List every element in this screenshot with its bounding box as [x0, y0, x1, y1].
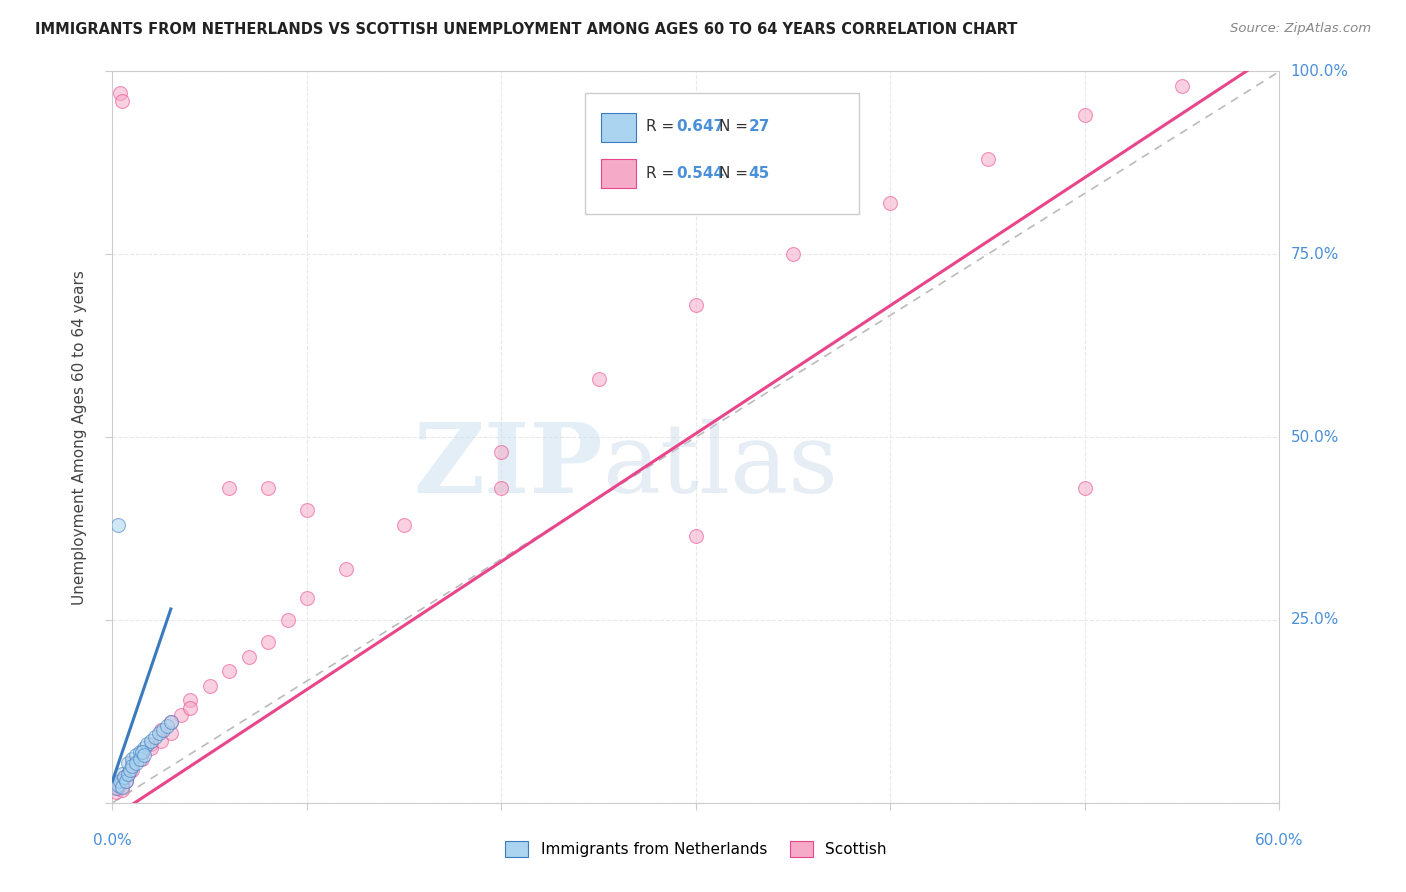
Point	[160, 726, 183, 740]
Point	[121, 759, 143, 773]
Point	[295, 591, 318, 605]
Point	[107, 517, 129, 532]
Point	[110, 773, 132, 788]
Point	[107, 778, 129, 792]
FancyBboxPatch shape	[602, 113, 637, 143]
Point	[115, 773, 138, 788]
Point	[335, 562, 357, 576]
Point	[112, 770, 135, 784]
Point	[150, 723, 173, 737]
Point	[131, 745, 153, 759]
Point	[141, 737, 163, 751]
Point	[111, 766, 134, 780]
Point	[238, 649, 260, 664]
Point	[121, 752, 143, 766]
Point	[118, 763, 141, 777]
Point	[111, 94, 134, 108]
Text: 45: 45	[748, 166, 769, 180]
Point	[125, 756, 148, 770]
Point	[115, 773, 138, 788]
Point	[111, 782, 134, 797]
Point	[105, 785, 128, 799]
Point	[257, 635, 280, 649]
Text: 100.0%: 100.0%	[1291, 64, 1348, 78]
Point	[276, 613, 298, 627]
Point	[111, 773, 134, 788]
Point	[132, 748, 155, 763]
Legend: Immigrants from Netherlands, Scottish: Immigrants from Netherlands, Scottish	[505, 841, 887, 857]
Point	[152, 723, 174, 737]
Text: R =: R =	[645, 166, 679, 180]
Point	[141, 733, 163, 747]
Point	[179, 693, 201, 707]
Text: Source: ZipAtlas.com: Source: ZipAtlas.com	[1230, 22, 1371, 36]
Point	[169, 708, 191, 723]
Point	[198, 679, 221, 693]
Text: R =: R =	[645, 120, 679, 135]
Point	[117, 766, 139, 780]
Text: N =: N =	[720, 120, 754, 135]
Point	[879, 196, 901, 211]
Point	[1171, 78, 1194, 93]
Point	[160, 715, 183, 730]
Point	[218, 664, 240, 678]
Text: IMMIGRANTS FROM NETHERLANDS VS SCOTTISH UNEMPLOYMENT AMONG AGES 60 TO 64 YEARS C: IMMIGRANTS FROM NETHERLANDS VS SCOTTISH …	[35, 22, 1018, 37]
Point	[107, 781, 129, 796]
Y-axis label: Unemployment Among Ages 60 to 64 years: Unemployment Among Ages 60 to 64 years	[72, 269, 87, 605]
Point	[131, 752, 153, 766]
FancyBboxPatch shape	[585, 94, 859, 214]
Point	[257, 481, 280, 495]
Point	[160, 715, 183, 730]
Point	[179, 700, 201, 714]
Point	[782, 247, 804, 261]
Text: atlas: atlas	[603, 419, 838, 513]
Text: 60.0%: 60.0%	[1256, 833, 1303, 848]
Text: N =: N =	[720, 166, 754, 180]
Point	[685, 298, 707, 312]
Text: 0.647: 0.647	[676, 120, 724, 135]
Point	[117, 756, 139, 770]
Point	[218, 481, 240, 495]
Point	[491, 444, 513, 458]
Point	[491, 481, 513, 495]
Point	[105, 781, 128, 796]
Text: 0.544: 0.544	[676, 166, 724, 180]
Point	[125, 748, 148, 763]
Text: ZIP: ZIP	[413, 419, 603, 513]
Point	[131, 745, 153, 759]
Point	[136, 737, 159, 751]
Point	[111, 780, 134, 794]
Point	[148, 726, 170, 740]
Point	[150, 733, 173, 747]
Point	[295, 503, 318, 517]
Text: 50.0%: 50.0%	[1291, 430, 1339, 444]
Point	[121, 763, 143, 777]
Point	[685, 529, 707, 543]
Text: 75.0%: 75.0%	[1291, 247, 1339, 261]
Point	[394, 517, 416, 532]
Text: 27: 27	[748, 120, 770, 135]
Point	[121, 756, 143, 770]
Point	[1074, 108, 1097, 122]
Point	[110, 87, 132, 101]
Point	[1074, 481, 1097, 495]
Point	[156, 719, 179, 733]
Point	[132, 740, 155, 755]
Point	[128, 745, 150, 759]
Point	[128, 752, 150, 766]
Point	[143, 730, 166, 744]
Text: 0.0%: 0.0%	[93, 833, 132, 848]
Point	[976, 152, 998, 166]
Text: 25.0%: 25.0%	[1291, 613, 1339, 627]
Point	[588, 371, 610, 385]
Point	[110, 778, 132, 792]
FancyBboxPatch shape	[602, 159, 637, 188]
Point	[112, 770, 135, 784]
Point	[117, 766, 139, 780]
Point	[141, 740, 163, 755]
